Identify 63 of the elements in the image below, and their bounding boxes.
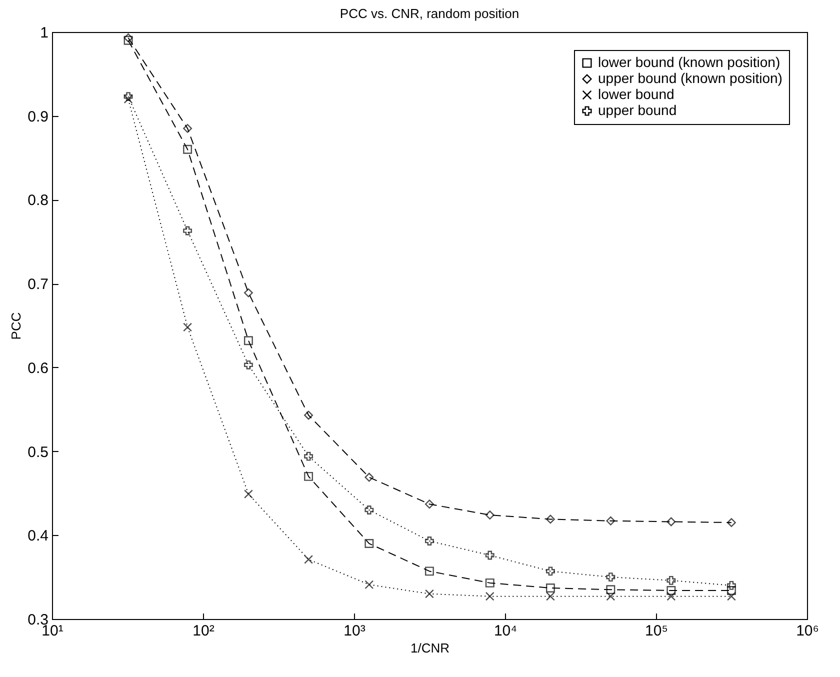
chart-title: PCC vs. CNR, random position — [340, 6, 520, 21]
x-axis-title: 1/CNR — [410, 640, 450, 656]
point — [726, 586, 736, 595]
point — [424, 589, 434, 598]
y-tick-label: 0.7 — [28, 276, 48, 294]
point — [606, 585, 616, 594]
point — [304, 472, 314, 481]
point — [364, 580, 374, 590]
point — [726, 518, 736, 528]
legend-label: lower bound — [598, 86, 674, 102]
point — [485, 578, 494, 588]
point — [183, 144, 192, 154]
point — [124, 33, 133, 42]
y-tick-label: 0.9 — [28, 108, 48, 126]
x-tick-label: 10³ — [344, 622, 366, 640]
point — [304, 554, 314, 564]
x-tick-label: 10⁶ — [796, 622, 819, 640]
point — [546, 584, 555, 592]
point — [244, 336, 253, 346]
point — [424, 566, 434, 576]
x-tick-label: 10² — [192, 622, 214, 640]
point — [666, 576, 676, 585]
point — [244, 360, 253, 370]
point — [183, 322, 192, 332]
point — [304, 452, 314, 461]
y-tick-label: 0.8 — [28, 192, 48, 210]
legend-label: lower bound (known position) — [598, 54, 780, 70]
point — [666, 517, 676, 526]
point — [424, 536, 434, 546]
point — [606, 592, 616, 601]
y-tick-label: 0.6 — [28, 360, 48, 377]
x-tick-label: 10⁵ — [645, 622, 668, 640]
point — [364, 472, 374, 482]
point — [546, 566, 555, 576]
point — [485, 510, 494, 520]
point — [364, 506, 374, 514]
y-tick-label: 0.4 — [28, 528, 48, 545]
point — [124, 94, 133, 104]
point — [726, 592, 736, 601]
point — [546, 592, 555, 601]
point — [485, 550, 494, 560]
point — [124, 92, 133, 102]
legend-label: upper bound — [598, 102, 677, 118]
point — [304, 410, 314, 420]
point — [726, 580, 736, 590]
x-tick-label: 10⁴ — [494, 622, 518, 640]
point — [606, 572, 616, 582]
point — [124, 36, 133, 45]
point — [424, 500, 434, 509]
point — [606, 516, 616, 526]
point — [666, 586, 676, 595]
point — [485, 592, 494, 601]
point — [183, 124, 192, 133]
point — [244, 288, 253, 298]
point — [183, 226, 192, 236]
legend-label: upper bound (known position) — [598, 70, 782, 86]
point — [244, 490, 253, 499]
y-tick-label: 1 — [40, 24, 48, 42]
y-tick-label: 0.5 — [28, 444, 48, 461]
y-axis-title: PCC — [8, 312, 24, 340]
point — [666, 592, 676, 601]
point — [546, 514, 555, 524]
point — [364, 539, 374, 548]
